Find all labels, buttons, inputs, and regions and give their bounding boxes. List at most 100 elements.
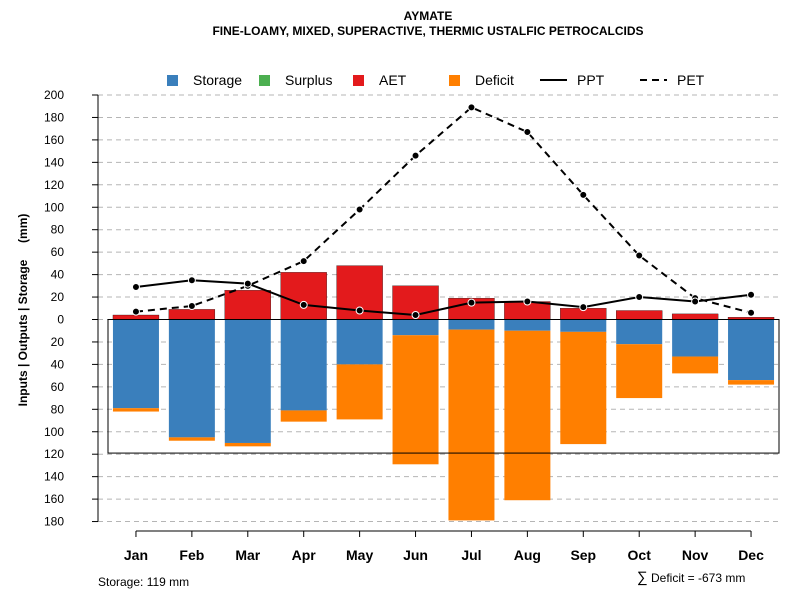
deficit-annotation: Deficit = -673 mm: [651, 571, 745, 585]
bar-aet-nov: [671, 313, 719, 320]
x-tick-label-jan: Jan: [124, 547, 148, 563]
y-tick-label: 20: [51, 290, 65, 304]
ppt-point-nov: [691, 297, 700, 306]
x-tick-label-apr: Apr: [292, 547, 317, 563]
bars: [107, 265, 780, 521]
bar-storage-nov: [672, 319, 719, 357]
bar-deficit-aug: [504, 330, 551, 501]
bar-aet-oct: [616, 310, 663, 320]
legend-item-ppt: PPT: [540, 72, 605, 88]
y-tick-label: 120: [44, 447, 64, 461]
bar-storage-aug: [504, 319, 551, 331]
bar-storage-sep: [560, 319, 607, 332]
ppt-line: [135, 279, 752, 317]
legend-label: Surplus: [285, 72, 332, 88]
bar-deficit-dec: [728, 380, 775, 385]
bar-deficit-sep: [560, 331, 607, 445]
y-tick-label: 180: [44, 515, 64, 529]
x-tick-label-nov: Nov: [682, 547, 709, 563]
chart-title: AYMATE: [404, 9, 453, 23]
y-tick-label: 140: [44, 470, 64, 484]
legend-swatch: [259, 75, 270, 86]
pet-point-dec: [747, 308, 756, 317]
y-tick-label: 40: [51, 268, 65, 282]
pet-point-jan: [131, 307, 140, 316]
bar-aet-mar: [224, 290, 271, 320]
legend-label: PET: [677, 72, 705, 88]
deficit-symbol: ∑: [637, 569, 648, 586]
bar-deficit-mar: [224, 442, 271, 447]
bar-deficit-nov: [672, 356, 719, 374]
bar-storage-jan: [112, 319, 159, 409]
bar-storage-mar: [224, 319, 271, 443]
legend-item-aet: AET: [353, 72, 407, 88]
y-tick-label: 100: [44, 425, 64, 439]
x-tick-label-aug: Aug: [514, 547, 541, 563]
bar-storage-jun: [392, 319, 439, 336]
bar-deficit-oct: [616, 344, 663, 399]
legend-item-pet: PET: [640, 72, 705, 88]
storage-capacity-box: [107, 319, 780, 454]
legend-swatch: [167, 75, 178, 86]
bar-aet-apr: [280, 272, 327, 320]
bar-deficit-jan: [112, 408, 159, 412]
bar-storage-oct: [616, 319, 663, 345]
y-tick-label: 60: [51, 380, 65, 394]
y-tick-label: 120: [44, 178, 64, 192]
y-tick-label: 60: [51, 245, 65, 259]
y-tick-label: 40: [51, 357, 65, 371]
legend-label: Storage: [193, 72, 242, 88]
ppt-point-jan: [131, 282, 140, 291]
y-tick-label: 200: [44, 88, 64, 102]
bar-deficit-may: [336, 364, 383, 420]
y-axis: 2001801601401201008060402002040608010012…: [44, 88, 99, 529]
y-tick-label: 80: [51, 402, 65, 416]
legend-swatch: [449, 75, 460, 86]
y-axis-label: Inputs | Outputs | Storage (mm): [16, 214, 30, 407]
x-tick-label-jul: Jul: [461, 547, 481, 563]
x-tick-label-sep: Sep: [570, 547, 596, 563]
bar-deficit-feb: [168, 437, 215, 441]
pet-point-jul: [467, 103, 476, 112]
y-tick-label: 80: [51, 223, 65, 237]
ppt-point-jul: [467, 298, 476, 307]
ppt-point-sep: [579, 303, 588, 312]
x-tick-label-jun: Jun: [403, 547, 428, 563]
ppt-point-feb: [187, 276, 196, 285]
y-tick-label: 20: [51, 335, 65, 349]
x-tick-label-may: May: [346, 547, 373, 563]
x-tick-label-oct: Oct: [628, 547, 652, 563]
bar-deficit-jul: [448, 329, 495, 521]
ppt-point-oct: [635, 293, 644, 302]
bar-aet-feb: [168, 309, 216, 320]
x-axis: Jan Feb Mar Apr May Jun Jul Aug Sep Oct Nov Dec: [124, 530, 764, 563]
y-tick-label: 160: [44, 133, 64, 147]
legend: Storage Surplus AET Deficit PPT PET: [167, 72, 705, 88]
bar-aet-jan: [112, 314, 160, 320]
x-tick-label-dec: Dec: [738, 547, 764, 563]
pet-point-apr: [299, 257, 308, 266]
pet-point-oct: [635, 251, 644, 260]
bar-deficit-jun: [392, 335, 439, 465]
bar-storage-dec: [728, 319, 775, 381]
ppt-point-dec: [747, 290, 756, 299]
legend-label: AET: [379, 72, 407, 88]
chart-subtitle: FINE-LOAMY, MIXED, SUPERACTIVE, THERMIC …: [212, 24, 643, 38]
gridlines: [98, 94, 780, 523]
legend-swatch: [353, 75, 364, 86]
storage-annotation: Storage: 119 mm: [98, 575, 189, 589]
ppt-point-mar: [243, 279, 252, 288]
bar-storage-may: [336, 319, 383, 365]
legend-item-storage: Storage: [167, 72, 242, 88]
pet-point-aug: [523, 128, 532, 137]
pet-point-sep: [579, 190, 588, 199]
ppt-point-apr: [299, 300, 308, 309]
y-tick-label: 160: [44, 492, 64, 506]
lines: [131, 103, 756, 320]
ppt-point-aug: [523, 297, 532, 306]
ppt-point-jun: [411, 311, 420, 320]
pet-point-may: [355, 205, 364, 214]
y-tick-label: 180: [44, 110, 64, 124]
pet-point-feb: [187, 302, 196, 311]
bar-storage-jul: [448, 319, 495, 330]
